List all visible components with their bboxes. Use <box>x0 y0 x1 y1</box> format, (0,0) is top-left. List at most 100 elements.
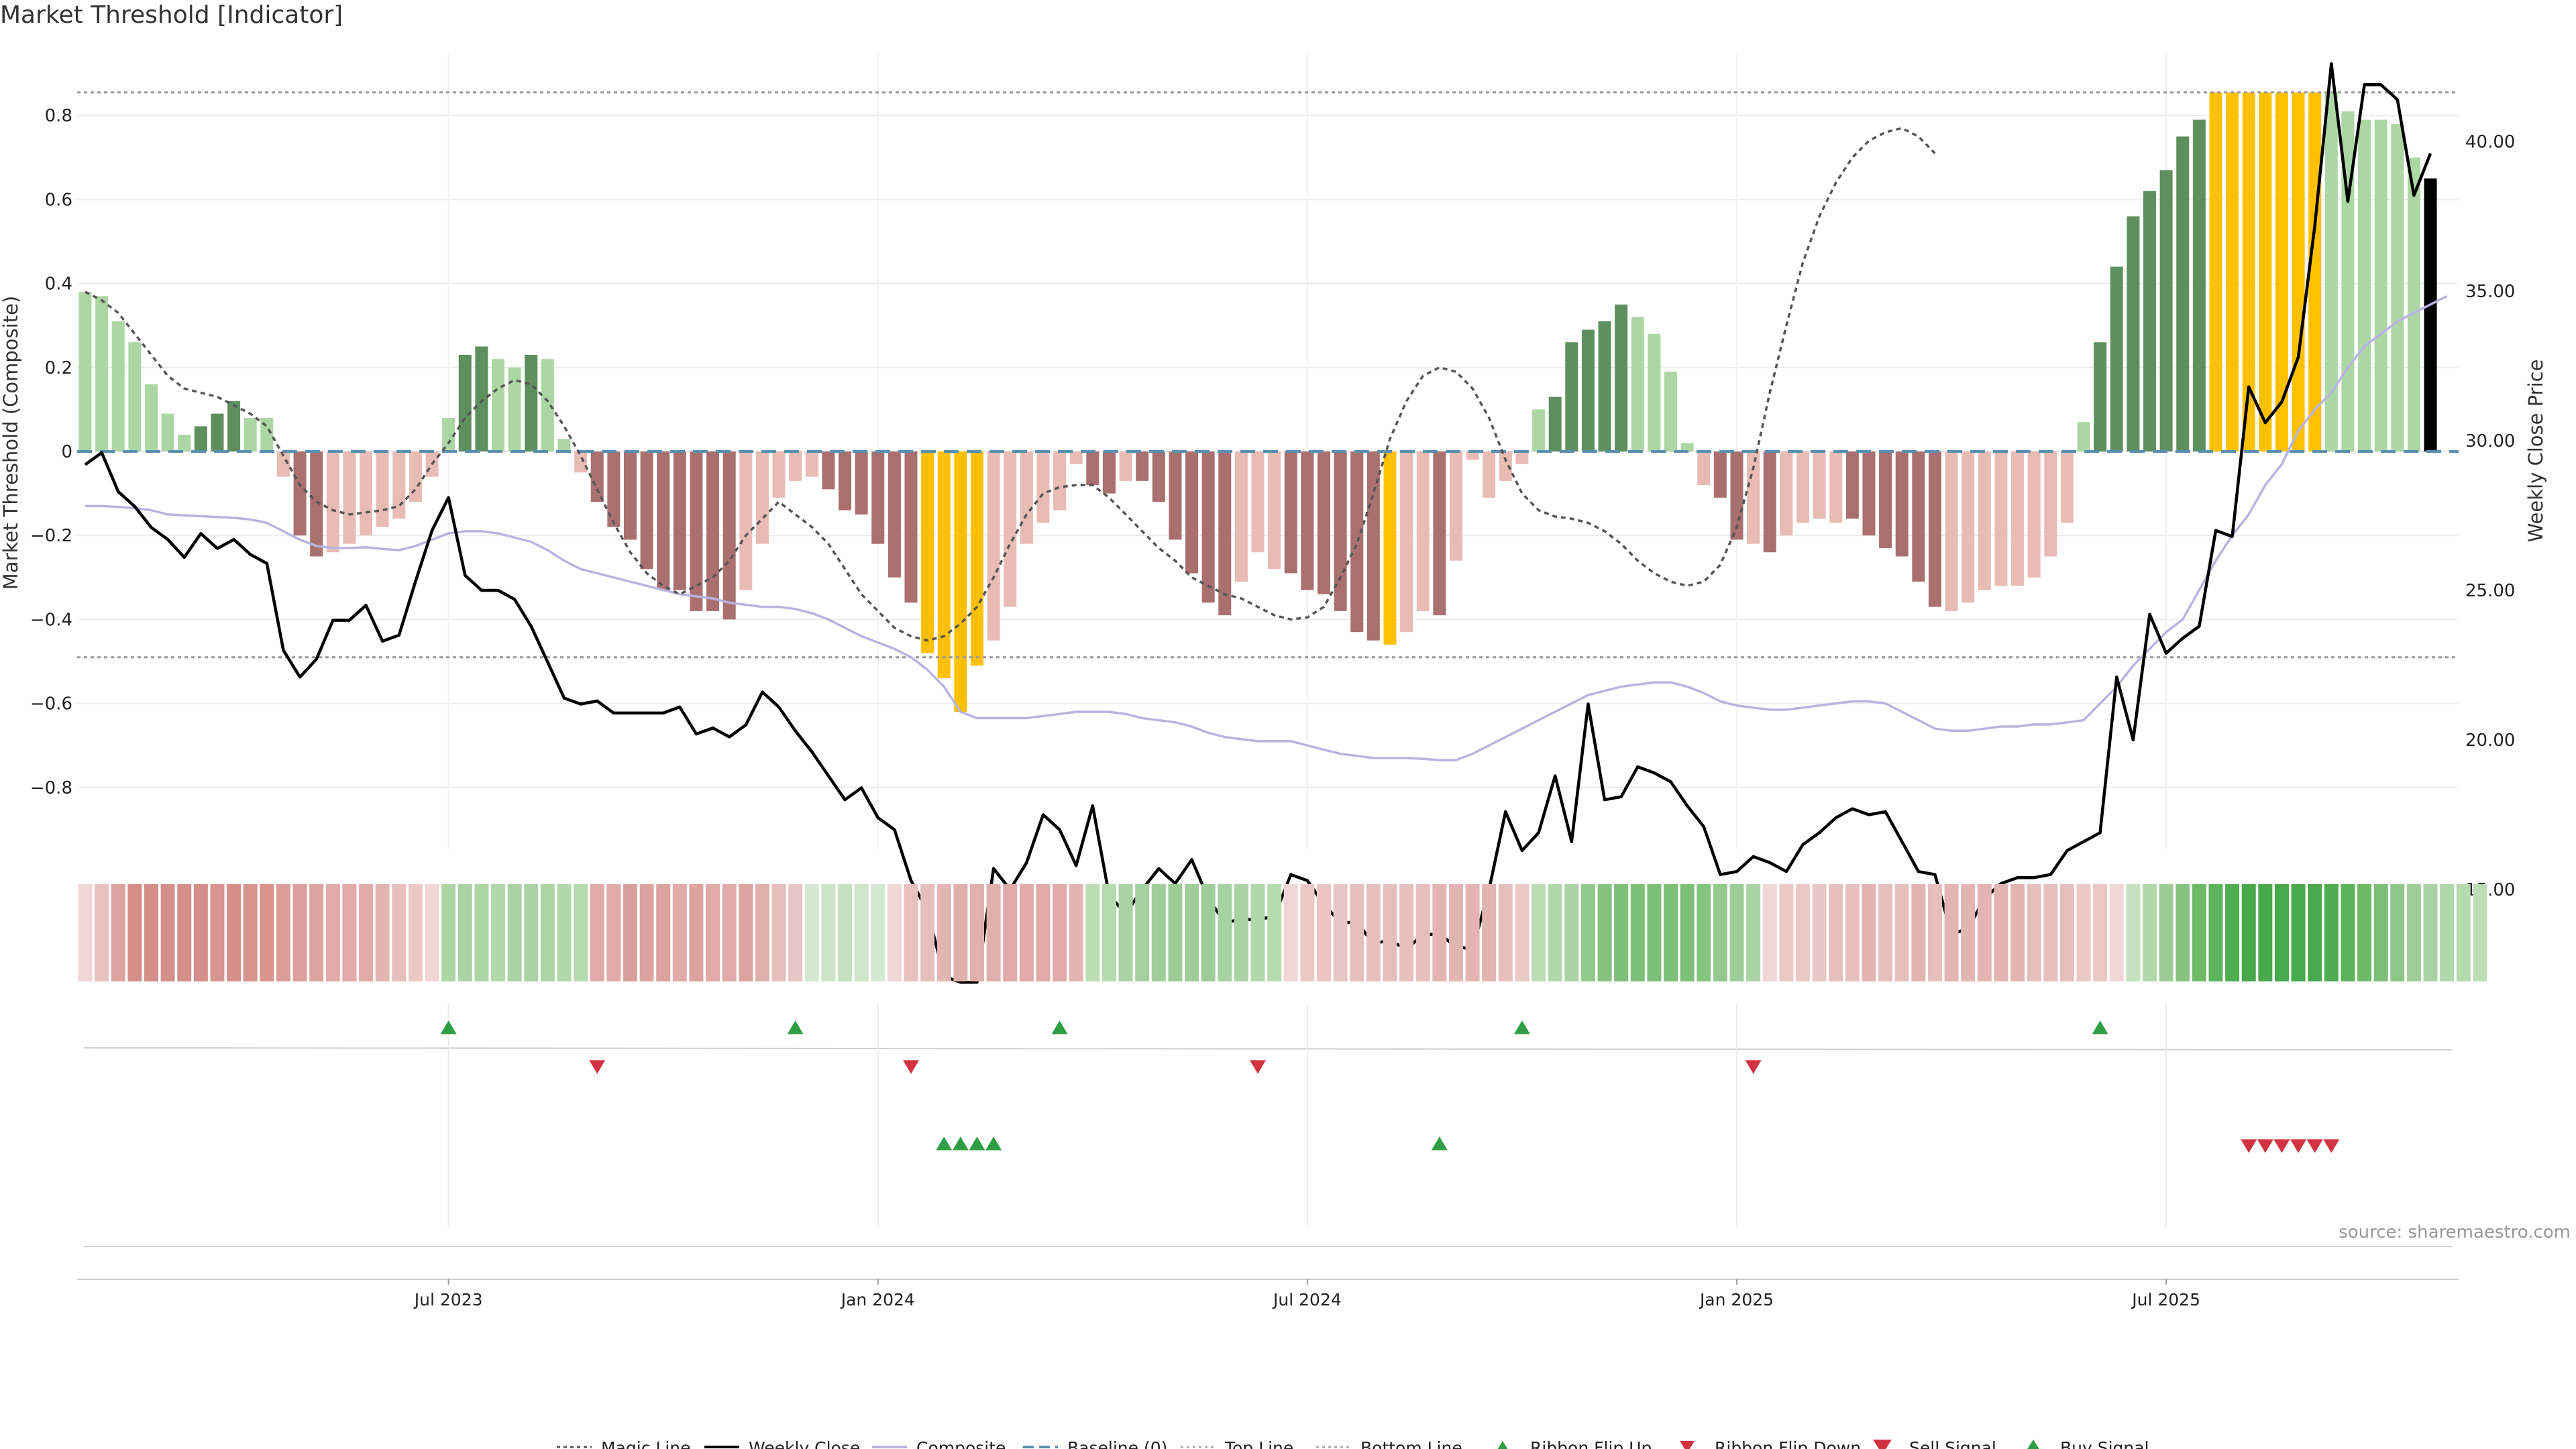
ribbon-cell <box>1829 884 1843 981</box>
composite-bar <box>2391 123 2404 451</box>
ribbon-cell <box>1383 884 1397 981</box>
y-tick-left: −0.6 <box>30 694 72 714</box>
composite-bar <box>2242 92 2255 451</box>
ribbon-cell <box>1415 884 1430 981</box>
composite-bar <box>1350 451 1364 633</box>
composite-bar <box>1664 372 1678 451</box>
ribbon-cell <box>1944 884 1959 981</box>
ribbon-cell <box>474 884 489 981</box>
ribbon-cell <box>1102 884 1116 981</box>
ribbon-cell <box>986 884 1001 981</box>
composite-bar <box>2094 342 2107 451</box>
composite-bar <box>904 451 918 603</box>
composite-bar <box>492 359 504 451</box>
composite-bar <box>2374 119 2387 451</box>
composite-bar <box>1680 443 1694 451</box>
ribbon-cell <box>1003 884 1018 981</box>
x-tick-label: Jul 2024 <box>1272 1290 1342 1309</box>
composite-bar <box>1086 451 1099 486</box>
ribbon-cell <box>408 884 423 981</box>
ribbon-cell <box>771 884 786 981</box>
composite-bar <box>805 451 818 477</box>
ribbon-cell <box>871 884 885 981</box>
composite-bar <box>2341 111 2355 451</box>
signal-marker <box>2241 1139 2257 1153</box>
composite-bar <box>1928 451 1941 607</box>
composite-bar <box>987 451 1000 641</box>
ribbon-cell <box>887 884 902 981</box>
x-tick-label: Jul 2025 <box>2131 1290 2200 1309</box>
ribbon-cell <box>1498 884 1513 981</box>
signal-marker <box>1513 1020 1530 1034</box>
x-tick-label: Jan 2024 <box>840 1290 915 1309</box>
composite-bar <box>2044 451 2057 557</box>
composite-bar <box>1433 451 1446 616</box>
composite-bar <box>161 413 174 451</box>
composite-bar <box>2077 422 2090 451</box>
y-axis-label-right: Weekly Close Price <box>2524 360 2547 543</box>
composite-bar <box>211 413 224 451</box>
composite-bar <box>1962 451 1975 603</box>
legend-swatch-flip-up <box>1497 1441 1508 1449</box>
composite-bar <box>2127 216 2140 451</box>
y-tick-left: 0 <box>61 442 72 462</box>
ribbon-cell <box>804 884 819 981</box>
composite-bar <box>1152 451 1165 502</box>
composite-bar <box>855 451 868 515</box>
composite-bar <box>2176 136 2190 451</box>
composite-bar <box>293 451 307 536</box>
ribbon-cell <box>969 884 984 981</box>
ribbon-cell <box>2109 884 2124 981</box>
composite-bar <box>227 400 241 451</box>
signal-marker <box>440 1020 457 1034</box>
ribbon-cell <box>557 884 572 981</box>
composite-bar <box>706 451 720 611</box>
ribbon-cell <box>1350 884 1364 981</box>
composite-bar <box>1119 451 1132 481</box>
composite-bar <box>1318 451 1330 594</box>
ribbon-cell <box>1085 884 1100 981</box>
ribbon-cell <box>722 884 737 981</box>
composite-bar <box>2143 191 2156 451</box>
ribbon-cell <box>309 884 324 981</box>
composite-bar <box>1004 451 1017 607</box>
ribbon-cell <box>838 884 853 981</box>
composite-bar <box>310 451 323 557</box>
signal-marker <box>936 1136 953 1150</box>
ribbon-cell <box>1878 884 1893 981</box>
composite-bar <box>1268 451 1281 570</box>
ribbon-cell <box>2473 884 2487 981</box>
ribbon-cell <box>1135 884 1150 981</box>
legend-label: Magic Line <box>601 1438 691 1449</box>
legend-label: Composite <box>916 1438 1006 1449</box>
composite-bar <box>376 451 389 527</box>
ribbon-cell <box>1680 884 1695 981</box>
ribbon-cell <box>177 884 192 981</box>
y-tick-right: 25.00 <box>2465 581 2515 601</box>
ribbon-cell <box>1201 884 1216 981</box>
composite-bar <box>657 451 670 590</box>
legend-item: Sell Signal <box>1873 1438 1996 1449</box>
signal-rows <box>83 1003 2453 1247</box>
composite-bar <box>392 451 406 519</box>
composite-bar <box>2424 178 2437 451</box>
y-tick-left: 0.6 <box>45 190 72 210</box>
y-tick-right: 30.00 <box>2465 431 2515 451</box>
composite-bar <box>1648 333 1661 451</box>
composite-bar <box>1945 451 1958 611</box>
ribbon-cell <box>260 884 274 981</box>
ribbon-cell <box>623 884 637 981</box>
ribbon-cell <box>1069 884 1083 981</box>
composite-bar <box>1994 451 2008 586</box>
composite-bar <box>1780 451 1793 536</box>
composite-bar <box>276 451 290 477</box>
ribbon-cell <box>111 884 125 981</box>
y-tick-right: 20.00 <box>2465 731 2515 751</box>
ribbon-cell <box>706 884 720 981</box>
signal-marker <box>1250 1060 1267 1074</box>
composite-bar <box>343 451 356 544</box>
ribbon-cell <box>639 884 654 981</box>
legend-label: Weekly Close <box>749 1438 860 1449</box>
ribbon-cell <box>755 884 769 981</box>
